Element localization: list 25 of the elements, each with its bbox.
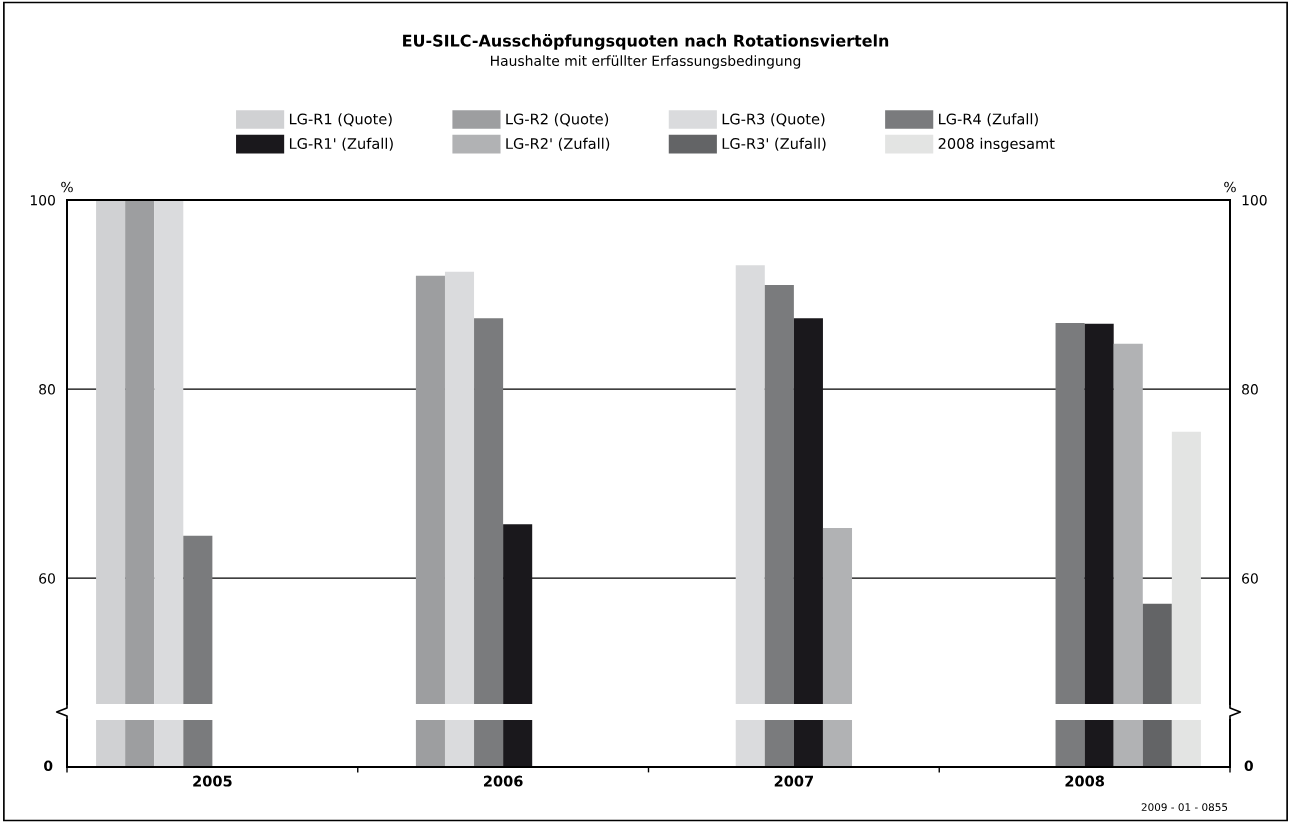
legend-label: LG-R3' (Zufall) (722, 137, 826, 151)
x-tick-label: 2008 (1065, 775, 1105, 787)
x-tick-label: 2005 (193, 775, 232, 787)
y2-axis-title: % (1224, 181, 1236, 193)
y-tick-label: 80 (39, 384, 55, 395)
legend-label: LG-R4 (Zufall) (939, 113, 1038, 127)
y-tick-label: 100 (30, 194, 55, 206)
legend-label: LG-R1 (Quote) (289, 113, 392, 127)
legend-label: LG-R2 (Quote) (506, 113, 609, 127)
x-tick-label: 2006 (483, 775, 523, 787)
legend-label: LG-R3 (Quote) (722, 113, 825, 127)
chart-subtitle: Haushalte mit erfüllter Erfassungsbedingung (491, 55, 801, 69)
y-axis-title: % (61, 181, 73, 193)
legend-label: LG-R2' (Zufall) (506, 137, 610, 151)
text: 0 (1244, 760, 1253, 772)
text: 2009 - 01 - 0855 (1141, 803, 1228, 812)
y2-tick-label: 80 (1242, 384, 1258, 395)
y-tick-label: 60 (39, 573, 55, 584)
y2-tick-label: 100 (1242, 194, 1267, 206)
y2-tick-label: 60 (1242, 573, 1258, 584)
chart-title: EU-SILC-Ausschöpfungsquoten nach Rotationsvierteln (403, 34, 889, 50)
legend-label: LG-R1' (Zufall) (289, 137, 393, 151)
text: 0 (44, 760, 53, 772)
x-tick-label: 2007 (774, 775, 814, 787)
legend-label: 2008 insgesamt (938, 137, 1055, 152)
